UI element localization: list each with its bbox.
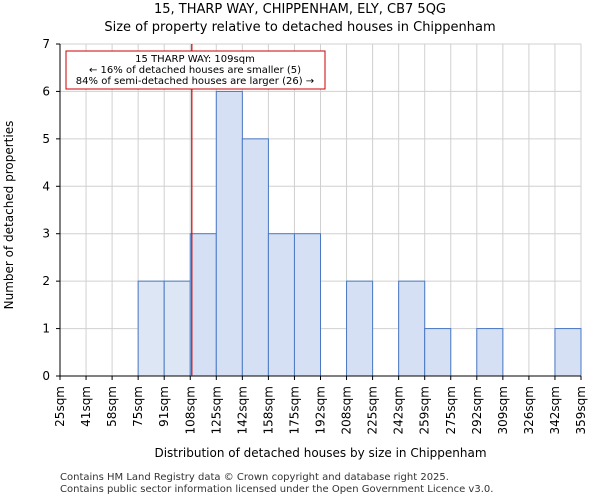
x-tick-label-192sqm: 192sqm: [314, 386, 328, 434]
x-tick-label-292sqm: 292sqm: [470, 386, 484, 434]
x-tick-label-91sqm: 91sqm: [157, 386, 171, 427]
annotation-line-2: ← 16% of detached houses are smaller (5): [89, 65, 301, 76]
y-tick-label-5: 5: [42, 132, 50, 146]
chart-title: 15, THARP WAY, CHIPPENHAM, ELY, CB7 5QG: [153, 2, 447, 17]
bar-208sqm: [346, 280, 374, 377]
bar-142sqm: [241, 138, 269, 377]
x-tick-label-158sqm: 158sqm: [261, 386, 275, 434]
annotation-line-1: 15 THARP WAY: 109sqm: [135, 54, 255, 65]
x-tick-label-242sqm: 242sqm: [392, 386, 406, 434]
y-tick-label-3: 3: [42, 227, 50, 241]
x-tick-label-58sqm: 58sqm: [105, 386, 119, 427]
y-tick-label-7: 7: [42, 37, 50, 51]
y-ticks: 0 1 2 3 4 5 6 7: [42, 37, 60, 383]
x-tick-label-326sqm: 326sqm: [522, 386, 536, 434]
footer-line-1: Contains HM Land Registry data © Crown c…: [60, 472, 449, 483]
x-tick-label-259sqm: 259sqm: [418, 386, 432, 434]
x-tick-label-125sqm: 125sqm: [209, 386, 223, 434]
bars: [137, 90, 582, 377]
y-tick-label-6: 6: [42, 84, 50, 98]
y-tick-label-4: 4: [42, 179, 50, 193]
x-tick-label-342sqm: 342sqm: [548, 386, 562, 434]
x-tick-label-175sqm: 175sqm: [287, 386, 301, 434]
x-tick-label-309sqm: 309sqm: [496, 386, 510, 434]
y-axis-label: Number of detached properties: [2, 121, 16, 310]
x-tick-label-208sqm: 208sqm: [340, 386, 354, 434]
x-tick-label-108sqm: 108sqm: [183, 386, 197, 434]
y-tick-label-0: 0: [42, 369, 50, 383]
x-tick-label-359sqm: 359sqm: [574, 386, 588, 434]
x-ticks: 25sqm 41sqm 58sqm 75sqm 91sqm 108sqm 125sqm 142…: [53, 376, 588, 434]
x-tick-label-41sqm: 41sqm: [79, 386, 93, 427]
property-marker: 15 THARP WAY: 109sqm← 16% of detached ho…: [65, 44, 326, 376]
x-tick-label-75sqm: 75sqm: [131, 386, 145, 427]
chart-subtitle: Size of property relative to detached ho…: [104, 20, 496, 35]
x-tick-label-275sqm: 275sqm: [444, 386, 458, 434]
x-tick-label-25sqm: 25sqm: [53, 386, 67, 427]
x-tick-label-225sqm: 225sqm: [366, 386, 380, 434]
footer-line-2: Contains public sector information licen…: [60, 484, 494, 495]
bar-259sqm: [424, 328, 452, 377]
bar-75sqm: [137, 280, 165, 377]
bar-242sqm: [398, 280, 426, 377]
x-axis-label: Distribution of detached houses by size …: [154, 446, 486, 460]
bar-175sqm: [293, 233, 322, 377]
bar-158sqm: [267, 233, 295, 377]
annotation-line-3: 84% of semi-detached houses are larger (…: [76, 76, 314, 87]
bar-108sqm: [189, 233, 217, 377]
x-tick-label-142sqm: 142sqm: [235, 386, 249, 434]
y-tick-label-1: 1: [42, 322, 50, 336]
annotation-box: [65, 50, 326, 90]
bar-292sqm: [476, 328, 504, 377]
bar-125sqm: [215, 90, 243, 377]
y-tick-label-2: 2: [42, 274, 50, 288]
bar-342sqm: [554, 328, 582, 377]
bar-91sqm: [163, 280, 191, 377]
